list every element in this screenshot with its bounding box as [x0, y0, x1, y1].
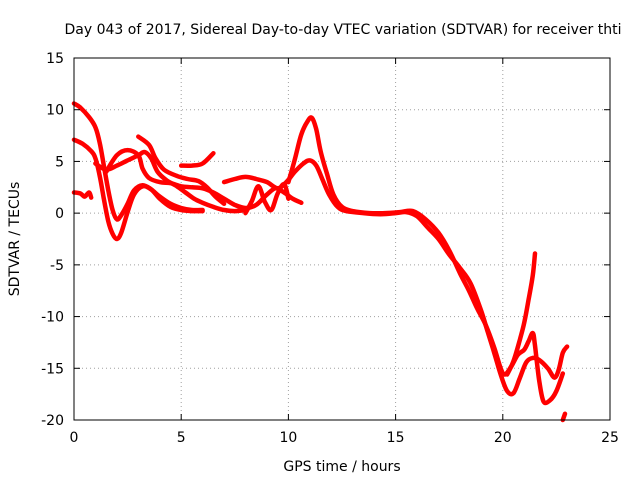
series-track-b [71, 137, 205, 242]
x-tick-label: 0 [70, 430, 79, 446]
y-tick-label: 0 [55, 206, 64, 222]
data-series [71, 101, 570, 423]
y-tick-label: -5 [50, 258, 64, 274]
x-tick-label: 25 [601, 430, 619, 446]
x-tick-label: 20 [494, 430, 512, 446]
plot-frame [73, 57, 611, 421]
series-track-f [136, 134, 227, 207]
series-track-a [71, 101, 205, 222]
chart-title: Day 043 of 2017, Sidereal Day-to-day VTE… [65, 22, 622, 38]
series-track-i [286, 115, 566, 406]
x-tick-label: 10 [279, 430, 297, 446]
grid [74, 58, 610, 420]
x-tick-label: 15 [387, 430, 405, 446]
y-tick-label: -15 [41, 361, 64, 377]
series-track-l [560, 411, 568, 423]
series-track-c [71, 190, 94, 200]
series-track-j [504, 251, 538, 377]
y-tick-label: 15 [46, 51, 64, 67]
series-track-e [103, 147, 304, 211]
series-track-d [93, 149, 248, 214]
x-tick-label: 5 [177, 430, 186, 446]
y-tick-label: -10 [41, 310, 64, 326]
x-axis-label: GPS time / hours [283, 459, 400, 475]
axis-ticks: 0 5 10 15 20 25 -20 -15 -10 -5 0 5 10 15 [41, 51, 619, 446]
y-axis-label: SDTVAR / TECUs [7, 182, 23, 297]
series-track-k [243, 181, 291, 216]
y-tick-label: 5 [55, 154, 64, 170]
y-tick-label: -20 [41, 413, 64, 429]
series-track-g [178, 150, 216, 168]
y-tick-label: 10 [46, 103, 64, 119]
